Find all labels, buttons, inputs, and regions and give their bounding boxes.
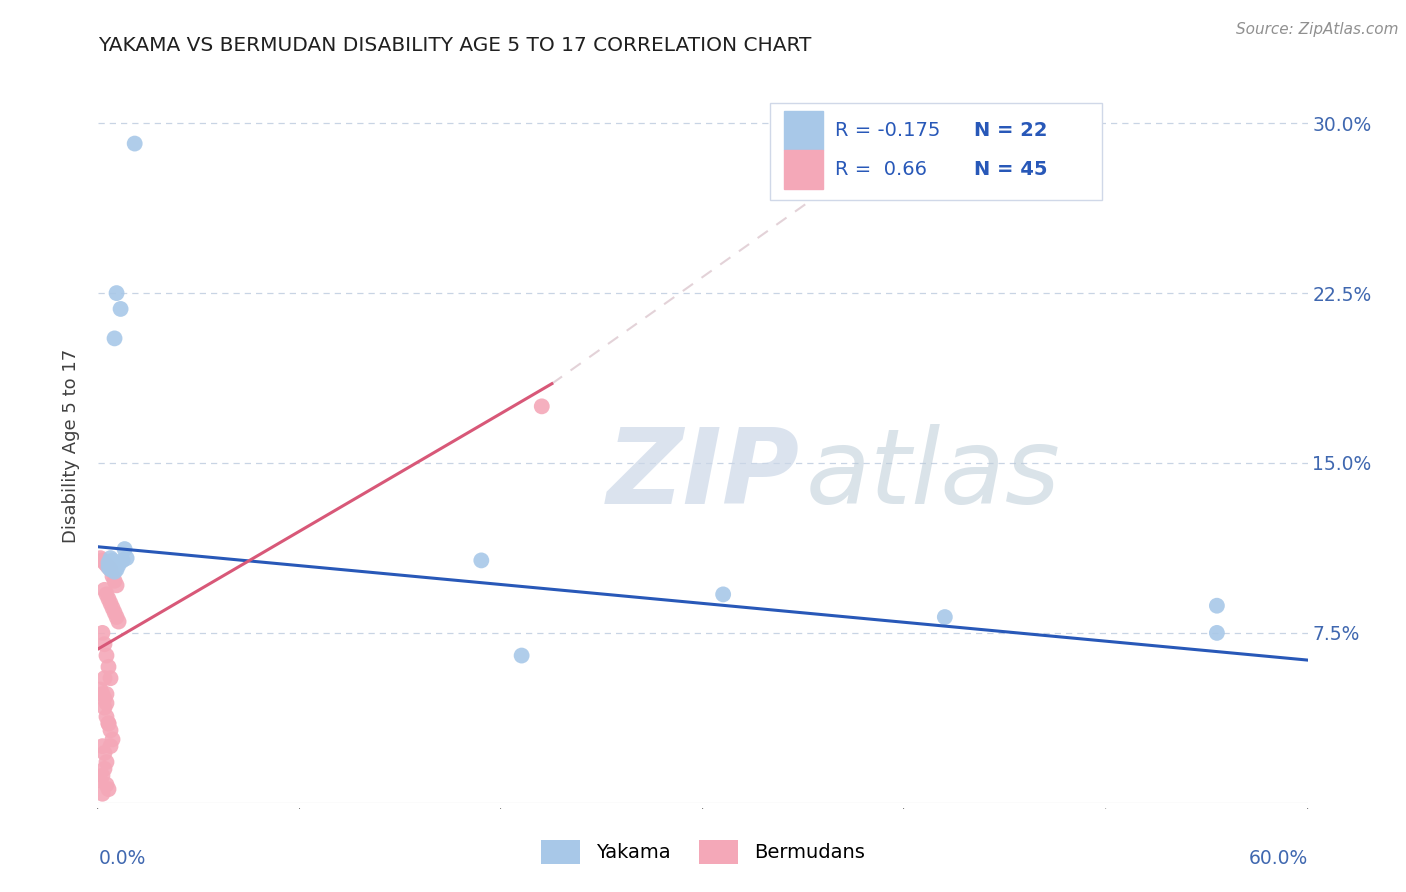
Point: [103, 606, 125, 620]
Point: [101, 553, 124, 567]
Point: [105, 286, 128, 301]
Text: atlas: atlas: [806, 424, 1060, 525]
Point: [89, 773, 111, 788]
Point: [100, 723, 122, 738]
Bar: [785, 150, 823, 189]
Point: [97, 716, 120, 731]
Point: [93, 746, 115, 760]
Point: [96, 648, 118, 663]
Point: [107, 558, 129, 572]
Point: [96, 687, 118, 701]
Point: [97, 591, 120, 606]
Point: [111, 553, 134, 567]
Point: [89, 551, 111, 566]
Point: [124, 136, 146, 151]
Text: R =  0.66: R = 0.66: [835, 160, 927, 179]
Point: [93, 556, 115, 570]
Point: [96, 558, 118, 572]
Point: [96, 778, 118, 792]
Point: [97, 556, 120, 570]
Text: Source: ZipAtlas.com: Source: ZipAtlas.com: [1236, 22, 1399, 37]
Point: [114, 542, 136, 557]
Point: [93, 637, 115, 651]
Point: [100, 597, 122, 611]
Point: [101, 732, 124, 747]
Point: [91, 626, 114, 640]
Point: [530, 400, 553, 414]
Point: [100, 739, 122, 754]
Point: [101, 569, 124, 583]
Point: [91, 787, 114, 801]
Bar: [785, 111, 823, 150]
Point: [97, 560, 120, 574]
Point: [100, 551, 122, 566]
Text: N = 45: N = 45: [974, 160, 1047, 179]
Text: ZIP: ZIP: [606, 424, 800, 525]
Point: [96, 755, 118, 769]
Point: [91, 687, 114, 701]
Point: [101, 558, 124, 572]
Point: [103, 331, 125, 345]
Point: [97, 716, 120, 731]
Point: [115, 551, 138, 566]
Point: [103, 574, 125, 588]
Y-axis label: Disability Age 5 to 17: Disability Age 5 to 17: [62, 349, 80, 543]
Point: [105, 610, 128, 624]
Point: [103, 565, 125, 579]
Point: [97, 560, 120, 574]
Point: [93, 691, 115, 706]
Point: [100, 562, 122, 576]
Point: [100, 562, 122, 576]
Point: [93, 700, 115, 714]
Point: [93, 762, 115, 776]
Text: R = -0.175: R = -0.175: [835, 120, 941, 140]
Point: [105, 562, 128, 576]
Point: [91, 739, 114, 754]
Text: N = 22: N = 22: [974, 120, 1047, 140]
Text: 0.0%: 0.0%: [98, 849, 146, 868]
Point: [711, 587, 734, 601]
Point: [934, 610, 956, 624]
Point: [96, 696, 118, 710]
Point: [1206, 599, 1229, 613]
Point: [97, 782, 120, 797]
Point: [101, 601, 124, 615]
Point: [107, 615, 129, 629]
Point: [510, 648, 533, 663]
Point: [89, 682, 111, 697]
Point: [100, 671, 122, 685]
Point: [93, 671, 115, 685]
Point: [470, 553, 492, 567]
Point: [105, 578, 128, 592]
Point: [1206, 626, 1229, 640]
Point: [96, 709, 118, 723]
Point: [96, 587, 118, 601]
Point: [110, 301, 132, 316]
Point: [93, 582, 115, 597]
FancyBboxPatch shape: [769, 103, 1102, 200]
Text: 60.0%: 60.0%: [1249, 849, 1308, 868]
Text: YAKAMA VS BERMUDAN DISABILITY AGE 5 TO 17 CORRELATION CHART: YAKAMA VS BERMUDAN DISABILITY AGE 5 TO 1…: [98, 36, 811, 54]
Point: [97, 660, 120, 674]
Point: [91, 553, 114, 567]
Legend: Yakama, Bermudans: Yakama, Bermudans: [533, 832, 873, 871]
Point: [91, 769, 114, 783]
